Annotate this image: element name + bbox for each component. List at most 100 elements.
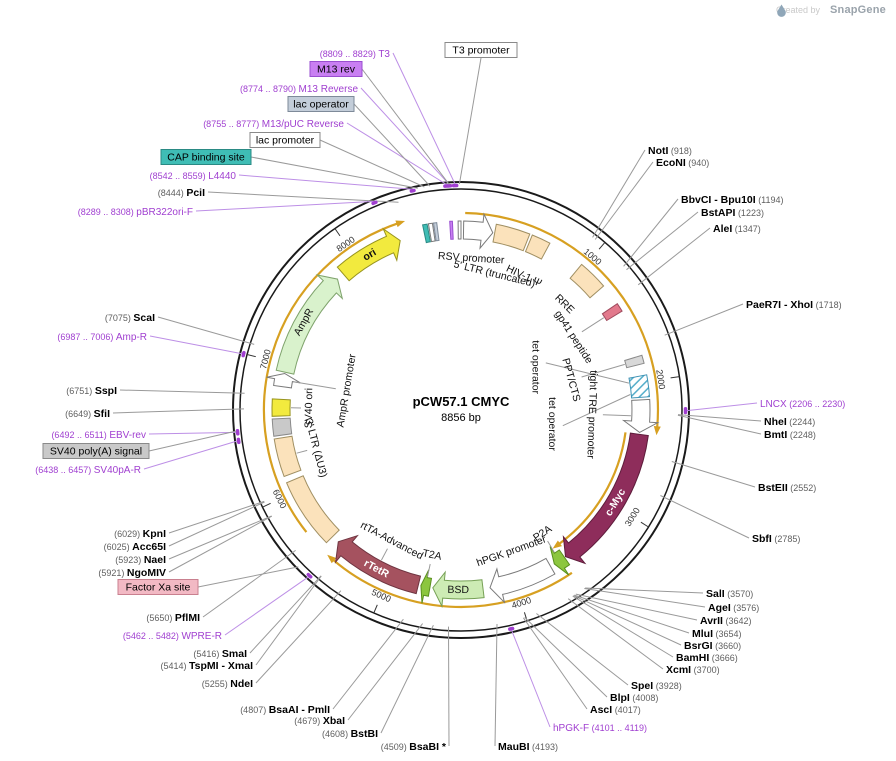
enzyme-label-nhei: NheI (2244) <box>677 414 815 428</box>
site-label-text: (6438 .. 6457) SV40pA-R <box>35 465 141 476</box>
label-box-text: CAP binding site <box>167 152 245 164</box>
feature-box-label-sv40-poly-a-signal: SV40 poly(A) signal <box>42 430 237 459</box>
tick-mark <box>246 354 256 358</box>
leader-line <box>458 57 482 185</box>
label-box-text: lac promoter <box>256 135 315 147</box>
site-label-text: XcmI (3700) <box>666 664 720 676</box>
enzyme-label-xcmi: XcmI (3700) <box>567 598 720 676</box>
enzyme-label-bmti: BmtI (2248) <box>677 414 816 441</box>
primer-label-wpre-r: (5462 .. 5482) WPRE-R <box>123 572 313 642</box>
primer-label-ebv-rev: (6492 .. 6511) EBV-rev <box>51 429 240 441</box>
feature-label-tet-operator: tet operator <box>546 397 558 451</box>
feature-tet-operator-array <box>628 374 651 399</box>
site-label-text: (8289 .. 8308) pBR322ori-F <box>78 207 193 218</box>
leader-line <box>574 594 690 634</box>
leader-line <box>149 335 243 355</box>
leader-line <box>255 590 342 684</box>
leader-line <box>677 414 762 435</box>
direction-arrowhead <box>552 540 562 549</box>
leader-line <box>677 414 762 422</box>
site-label-text: SpeI (3928) <box>631 680 682 692</box>
feature-label-ampr-promoter: AmpR promoter <box>335 353 359 429</box>
leader-line <box>119 389 245 394</box>
enzyme-label-bsaai-pmli: (4807) BsaAI - PmlI <box>240 618 404 716</box>
feature-label-bsd: BSD <box>447 584 469 596</box>
inner-connector <box>296 449 308 454</box>
feature-3-ltr-du3 <box>273 435 302 478</box>
leader-line <box>168 500 265 534</box>
site-label-text: MluI (3654) <box>692 628 742 640</box>
leader-line <box>347 623 423 721</box>
enzyme-label-avrii: AvrII (3642) <box>575 593 752 627</box>
primer-label-t3: (8809 .. 8829) T3 <box>320 49 459 188</box>
enzyme-label-mlui: MluI (3654) <box>574 594 742 640</box>
leader-line <box>148 430 237 452</box>
inner-connector <box>380 548 388 561</box>
leader-line <box>392 52 456 185</box>
enzyme-label-naei: (5923) NaeI <box>115 515 272 566</box>
feature-label-rsv-promoter: RSV promoter <box>438 250 506 266</box>
site-label-text: (4679) XbaI <box>294 715 345 727</box>
tick-mark <box>598 241 606 250</box>
inner-connector <box>293 381 336 390</box>
site-label-text: EcoNI (940) <box>656 157 709 169</box>
primer-label-l4440: (8542 .. 8559) L4440 <box>150 171 416 193</box>
tick-label: 3000 <box>623 506 642 528</box>
leader-line <box>594 161 654 240</box>
primer-site-arc <box>508 626 515 631</box>
leader-line <box>112 408 245 414</box>
leader-line <box>686 402 758 412</box>
enzyme-label-acc65i: (6025) Acc65I <box>104 501 265 553</box>
feature-lac-operator <box>432 222 440 242</box>
leader-line <box>238 174 413 190</box>
site-label-text: AgeI (3576) <box>708 602 759 614</box>
leader-line <box>332 618 404 710</box>
snapgene-brand-text: SnapGene <box>829 4 886 16</box>
leader-line <box>524 617 608 698</box>
enzyme-label-smai: (5416) SmaI <box>193 575 322 660</box>
label-box <box>160 149 252 165</box>
site-label-text: (5255) NdeI <box>202 678 253 690</box>
site-label-text: (5416) SmaI <box>193 648 247 660</box>
feature-label-ori: ori <box>361 246 379 263</box>
leader-line <box>319 139 425 188</box>
leader-line <box>168 515 272 560</box>
leader-line <box>626 211 699 271</box>
feature-label-ppt-cts: PPT/CTS <box>559 357 582 403</box>
tick-mark <box>334 228 341 237</box>
enzyme-label-blpi: BlpI (4008) <box>524 617 658 704</box>
feature-label-tet-operator: tet operator <box>530 340 542 394</box>
site-label-text: BamHI (3666) <box>676 652 738 664</box>
site-label-text: (6029) KpnI <box>114 528 166 540</box>
primer-label-pbr322ori-f: (8289 .. 8308) pBR322ori-F <box>78 200 378 218</box>
leader-line <box>361 68 450 185</box>
site-label-text: (5414) TspMI - XmaI <box>160 660 253 672</box>
leader-line <box>494 623 498 747</box>
inner-connector <box>545 362 630 384</box>
leader-line <box>522 617 588 710</box>
feature-ori <box>336 227 401 282</box>
leader-line <box>143 440 238 470</box>
enzyme-label-kpni: (6029) KpnI <box>114 500 265 540</box>
enzyme-label-sfii: (6649) SfiI <box>65 408 245 420</box>
enzyme-label-asci: AscI (4017) <box>522 617 641 716</box>
site-label-text: (4509) BsaBI * <box>381 741 447 753</box>
leader-line <box>255 575 322 666</box>
inner-connector <box>602 414 631 417</box>
enzyme-label-tspmi-xmai: (5414) TspMI - XmaI <box>160 575 322 672</box>
label-box <box>309 61 363 77</box>
feature-rsv-promoter <box>462 212 494 250</box>
enzyme-label-agei: AgeI (3576) <box>584 588 759 614</box>
tick-mark <box>640 521 649 528</box>
leader-line <box>664 303 744 336</box>
leader-line <box>148 431 237 435</box>
primer-site-arc <box>371 200 378 206</box>
ring-outer <box>232 181 690 639</box>
leader-line <box>660 495 750 539</box>
label-box <box>42 443 150 459</box>
feature-sv40-ori <box>271 398 291 417</box>
leader-line <box>573 595 682 646</box>
site-label-text: AscI (4017) <box>590 704 641 716</box>
site-label-text: BbvCI - Bpu10I (1194) <box>681 194 784 206</box>
inner-connector <box>581 363 625 378</box>
